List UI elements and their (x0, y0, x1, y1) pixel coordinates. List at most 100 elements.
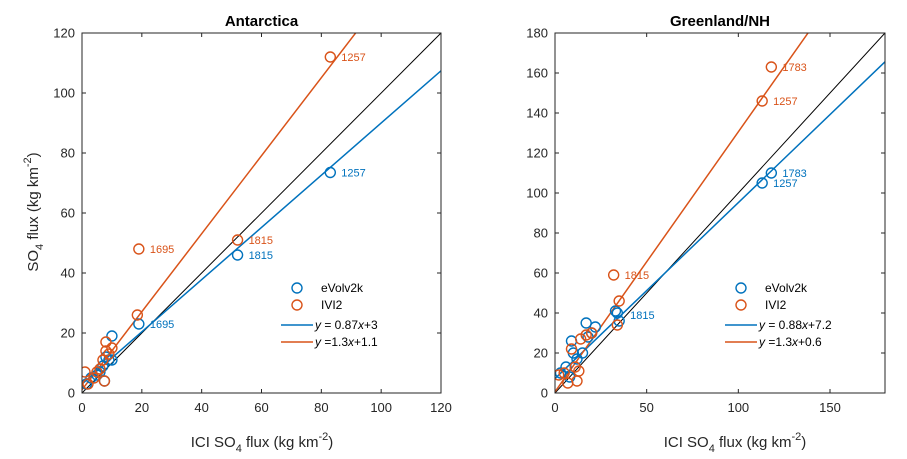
fit-x: x (357, 318, 365, 332)
point-evolv2k (106, 330, 118, 342)
point-label: 1815 (249, 250, 273, 262)
point-label: 1783 (782, 168, 806, 180)
legend-label: eVolv2k (321, 281, 364, 295)
point-evolv2k (100, 351, 112, 363)
point-evolv2k (582, 331, 594, 343)
y-tick-label: 40 (61, 266, 75, 281)
y-tick-label: 0 (68, 386, 75, 401)
fit-tail: +0.6 (798, 335, 822, 349)
plot-frame (81, 32, 442, 394)
point-ivi2 (100, 336, 112, 348)
point-label: 1257 (773, 96, 797, 108)
point-ivi2 (82, 366, 91, 378)
y-tick-label: 160 (526, 66, 548, 81)
point-evolv2k (609, 305, 622, 317)
x-tick-label: 0 (78, 400, 85, 415)
legend: eVolv2k IVI2 y = 0.88x+7.2 y =1.3x+0.6 (725, 281, 832, 349)
point-label: 1695 (150, 244, 174, 256)
fit-eq: =1.3 (765, 335, 792, 349)
x-tick-label: 120 (430, 400, 452, 415)
point-ivi2 (103, 348, 115, 360)
legend-marker (735, 299, 747, 311)
point-evolv2k (765, 167, 778, 179)
y-tick-label: 0 (541, 386, 548, 401)
legend-fit-label: y =1.3x+0.6 (758, 335, 822, 349)
y-tick-label: 140 (526, 106, 548, 121)
legend-fit-label: y = 0.87x+3 (314, 318, 378, 332)
x-tick-label: 150 (819, 400, 841, 415)
point-ivi2 (765, 61, 778, 73)
legend-fit-label: y = 0.88x+7.2 (758, 318, 832, 332)
point-ivi2 (569, 361, 581, 373)
fit-line-evolv2k (82, 70, 441, 385)
y-tick-label: 20 (534, 346, 548, 361)
y-tick-label: 180 (526, 26, 548, 41)
x-tick-label: 100 (727, 400, 749, 415)
point-ivi2 (98, 375, 111, 387)
fit-tail: +1.1 (354, 335, 378, 349)
fit-tail: +7.2 (808, 318, 832, 332)
point-evolv2k (85, 372, 97, 384)
fit-x: x (791, 335, 799, 349)
plot-area (555, 33, 885, 393)
point-ivi2 (231, 234, 244, 246)
greenland-panel: Greenland/NH 0 50 100 150 0 20 40 60 80 100 120 140 1… (526, 13, 886, 415)
point-ivi2 (106, 342, 118, 354)
fit-line-ivi2 (82, 33, 357, 391)
x-tick-label: 40 (194, 400, 208, 415)
antarctica-panel: Antarctica 0 20 40 60 80 100 120 0 20 40 60 80 100 120… (53, 13, 452, 415)
legend-marker (735, 282, 747, 294)
fit-eq: = 0.88 (765, 318, 802, 332)
fit-tail: +3 (364, 318, 378, 332)
point-evolv2k (133, 318, 145, 330)
x-tick-label: 20 (135, 400, 149, 415)
point-evolv2k (611, 307, 624, 319)
point-ivi2 (573, 365, 585, 377)
legend-label: eVolv2k (765, 281, 808, 295)
legend-label: IVI2 (321, 298, 343, 312)
point-label: 1815 (625, 270, 649, 282)
fit-line-evolv2k (555, 61, 885, 380)
point-ivi2 (565, 343, 578, 355)
point-evolv2k (91, 369, 103, 381)
fit-y: y (314, 318, 322, 332)
point-ivi2 (555, 369, 565, 381)
y-tick-label: 20 (61, 326, 75, 341)
fit-line-ivi2 (555, 33, 809, 393)
point-ivi2 (756, 95, 768, 107)
point-evolv2k (576, 347, 589, 359)
point-ivi2 (100, 345, 112, 357)
point-label: 1257 (773, 178, 797, 190)
chart-title: Antarctica (225, 13, 299, 30)
point-ivi2 (82, 378, 94, 390)
x-axis-label-left: ICI SO4 flux (kg km-2) (191, 431, 334, 455)
legend-marker (291, 282, 303, 294)
x-tick-label: 80 (314, 400, 328, 415)
one-to-one-line (555, 33, 885, 393)
legend-marker (291, 299, 303, 311)
y-tick-label: 80 (61, 146, 75, 161)
point-ivi2 (613, 295, 625, 307)
x-axis-label-right: ICI SO4 flux (kg km-2) (664, 431, 807, 455)
legend-label: IVI2 (765, 298, 787, 312)
fit-y: y (314, 335, 322, 349)
y-tick-label: 80 (534, 226, 548, 241)
x-tick-label: 50 (639, 400, 653, 415)
y-tick-label: 100 (53, 86, 75, 101)
y-tick-label: 60 (61, 206, 75, 221)
point-evolv2k (756, 177, 768, 189)
point-ivi2 (558, 367, 570, 379)
point-ivi2 (88, 372, 100, 384)
point-ivi2 (580, 329, 592, 341)
plot-area (82, 33, 441, 393)
point-label: 1783 (782, 62, 806, 74)
point-ivi2 (607, 269, 620, 281)
point-ivi2 (133, 243, 145, 255)
point-label: 1815 (630, 310, 654, 322)
point-evolv2k (580, 317, 592, 329)
point-label: 1257 (341, 52, 365, 64)
point-evolv2k (231, 249, 244, 261)
point-ivi2 (611, 319, 624, 331)
point-evolv2k (560, 361, 572, 373)
